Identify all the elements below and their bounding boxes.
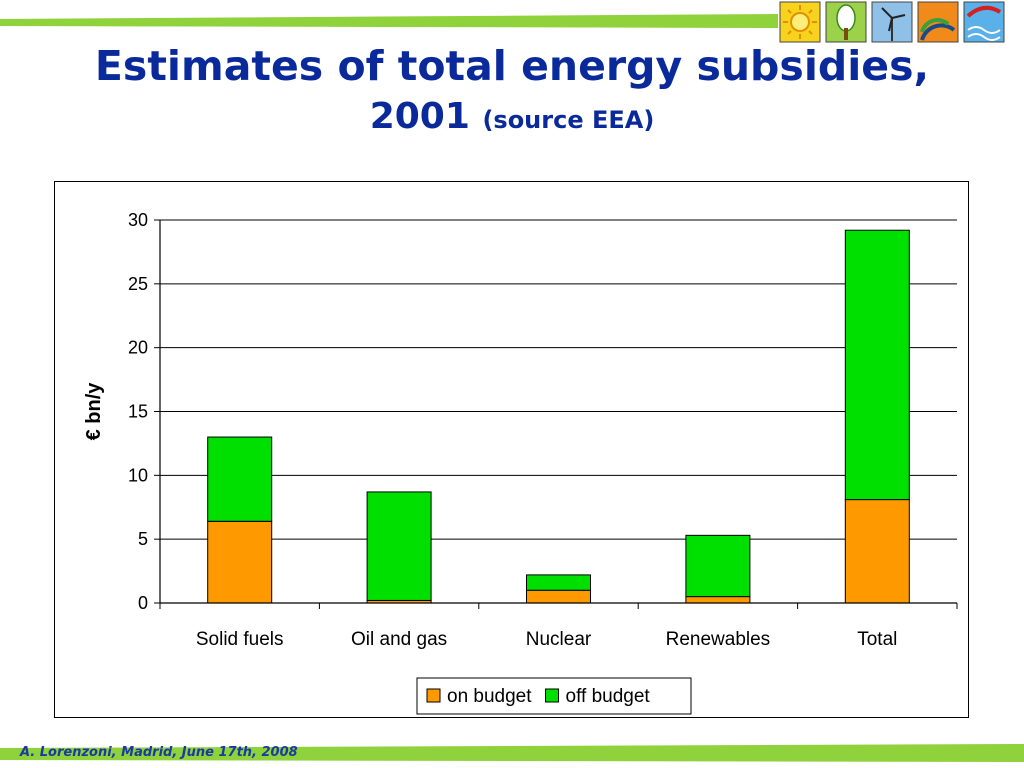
bar-off-budget-solid-fuels — [207, 436, 273, 522]
y-tick-label: 15 — [128, 402, 148, 422]
y-tick-label: 10 — [128, 465, 148, 485]
wave-icon — [963, 1, 1005, 43]
sun-icon — [779, 1, 821, 43]
y-tick-label: 20 — [128, 338, 148, 358]
legend-label: off budget — [566, 686, 651, 707]
y-tick-label: 5 — [138, 529, 148, 549]
footer-credit: A. Lorenzoni, Madrid, June 17th, 2008 — [20, 745, 298, 760]
top-decorative-band — [0, 14, 778, 28]
wind-turbine-icon — [871, 1, 913, 43]
legend: on budget off budget — [416, 677, 692, 715]
title-line1: Estimates of total energy subsidies, — [94, 42, 930, 90]
bar-off-budget-oil-and-gas — [366, 491, 432, 601]
legend-label: on budget — [447, 686, 532, 707]
footer-decorative-band — [0, 744, 1024, 762]
bar-off-budget-nuclear — [526, 574, 591, 591]
x-tick-label: Total — [857, 629, 897, 650]
header-icons — [779, 1, 1005, 43]
stacked-bar-chart: 0 5 10 15 20 25 30 Solid fuels Oil and gas Nuclea… — [83, 210, 958, 715]
bar-on-budget-solid-fuels — [207, 520, 273, 604]
slide-title: Estimates of total energy subsidies, 200… — [0, 40, 1024, 145]
bar-on-budget-total — [844, 499, 910, 604]
y-tick-label: 25 — [128, 274, 148, 294]
chart-frame: 0 5 10 15 20 25 30 Solid fuels Oil and gas Nuclea… — [54, 181, 969, 718]
bar-on-budget-nuclear — [526, 589, 591, 604]
bar-off-budget-total — [844, 229, 910, 501]
tree-icon — [825, 1, 867, 43]
bar-off-budget-renewables — [685, 534, 751, 598]
y-axis-label: € bn/y — [83, 382, 105, 441]
legend-swatch — [545, 688, 560, 703]
x-tick-label: Solid fuels — [196, 629, 284, 650]
x-tick-label: Renewables — [666, 629, 771, 650]
title-source: (source EEA) — [482, 106, 655, 134]
legend-swatch — [426, 688, 441, 703]
bar-on-budget-renewables — [685, 596, 751, 604]
title-line2: 2001 (source EEA) — [0, 92, 1024, 145]
x-tick-label: Nuclear — [526, 629, 592, 650]
rainbow-icon — [917, 1, 959, 43]
y-tick-label: 0 — [138, 593, 148, 613]
y-tick-label: 30 — [128, 210, 148, 230]
title-year: 2001 — [369, 96, 470, 137]
x-tick-label: Oil and gas — [351, 629, 447, 650]
